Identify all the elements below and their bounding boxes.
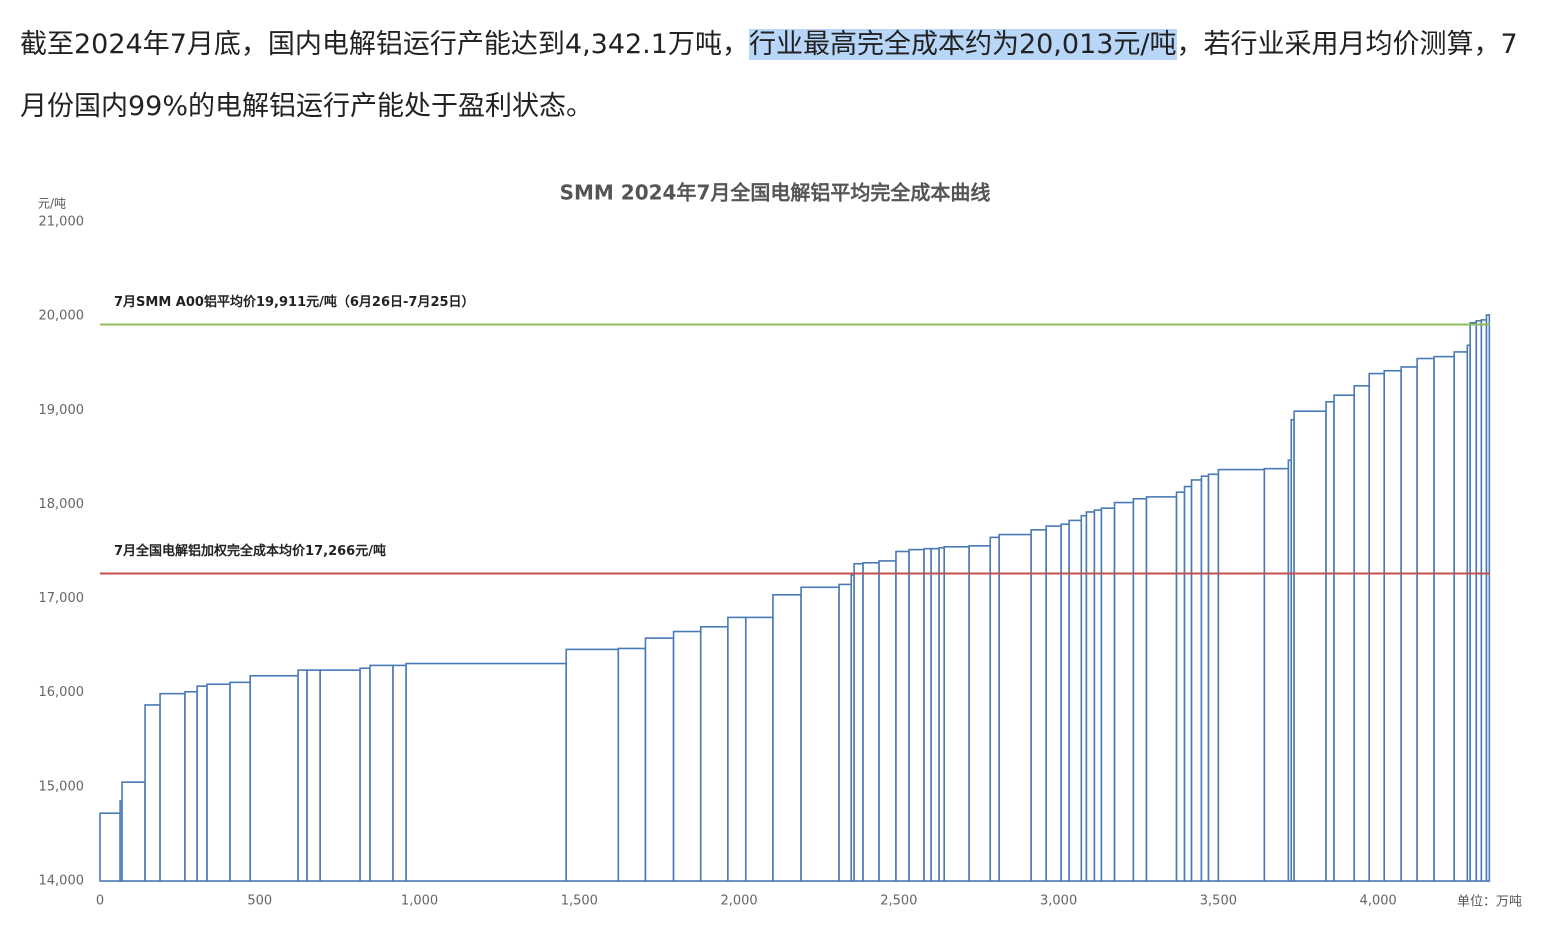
bar [1353,385,1371,882]
bar [1217,468,1266,882]
y-tick-label: 19,000 [39,403,85,418]
y-axis-label: 元/吨 [38,197,66,211]
bar [998,533,1032,882]
x-tick-label: 4,000 [1360,894,1397,909]
bar [405,662,568,882]
bar [644,637,675,882]
bar [359,667,371,882]
bar [1325,401,1335,882]
bar [369,664,394,882]
bar [144,704,161,882]
x-tick-label: 0 [96,894,104,909]
y-tick-label: 18,000 [39,497,85,512]
bar [1200,475,1210,882]
bar [229,681,251,882]
bar [297,669,308,882]
x-tick-label: 2,500 [880,894,917,909]
reference-label: 7月全国电解铝加权完全成本均价17,266元/吨 [114,543,386,559]
bar [672,630,702,882]
y-tick-label: 15,000 [39,779,85,794]
bar [1060,523,1070,882]
bar [1416,357,1435,882]
bar [968,545,992,882]
bar [1293,410,1327,882]
y-tick-label: 17,000 [39,591,85,606]
reference-label: 7月SMM A00铝平均价19,911元/吨（6月26日-7月25日） [114,294,475,310]
bar [744,616,774,882]
bar [1113,501,1135,882]
x-tick-label: 500 [247,894,272,909]
bar [878,560,897,882]
bar [853,562,864,882]
bar [1333,394,1355,882]
bar [1433,355,1456,882]
bar [1100,507,1116,882]
bar [1045,525,1062,882]
y-tick-label: 14,000 [39,874,85,889]
chart-title: SMM 2024年7月全国电解铝平均完全成本曲线 [560,181,991,205]
y-tick-label: 20,000 [39,309,85,324]
y-tick-label: 16,000 [39,685,85,700]
y-tick-label: 21,000 [39,215,85,230]
bar [1183,485,1193,882]
bar [1453,351,1469,882]
bar [1175,491,1186,882]
x-tick-label: 1,000 [401,894,438,909]
bar [1145,496,1178,882]
bar [989,536,1000,882]
bar [249,674,299,882]
bar [1485,314,1491,882]
bar [1383,369,1402,882]
bar [99,812,121,882]
bar [1469,321,1478,882]
bar [1190,479,1203,882]
bar [895,550,910,882]
highlighted-text: 行业最高完全成本约为20,013元/吨 [748,29,1177,60]
bar [1368,372,1386,882]
bar [306,669,321,882]
paragraph: 截至2024年7月底，国内电解铝运行产能达到4,342.1万吨，行业最高完全成本… [20,14,1535,138]
bar [565,648,620,882]
bar [1207,473,1220,882]
bar [838,583,853,882]
bar [392,664,407,882]
bar [862,561,880,882]
bar [908,548,925,882]
x-axis-label: 单位：万吨 [1457,895,1522,910]
bar [184,690,198,882]
text: 截至2024年7月底，国内电解铝运行产能达到4,342.1万吨， [20,29,749,60]
bar [1085,511,1096,882]
bar [196,685,208,882]
bar [159,692,186,882]
text: ，若行业采用月均价测算，7月份国内99%的电解铝运行产能处于盈利状态。 [20,29,1518,122]
x-tick-label: 3,500 [1200,894,1237,909]
x-tick-label: 2,000 [720,894,757,909]
bar [800,586,840,882]
bar [1132,497,1148,882]
bar [206,683,231,882]
bar [1263,467,1290,882]
bar [121,781,146,882]
bar [319,669,361,882]
bar [727,616,747,882]
bar [699,626,729,882]
bar [617,647,647,882]
bar [943,545,970,882]
bar [1093,509,1103,882]
bar [923,547,932,882]
bar [772,594,802,882]
bar [1030,529,1047,882]
bar [1400,366,1418,882]
bar [930,547,940,882]
x-tick-label: 3,000 [1040,894,1077,909]
x-tick-label: 1,500 [561,894,598,909]
